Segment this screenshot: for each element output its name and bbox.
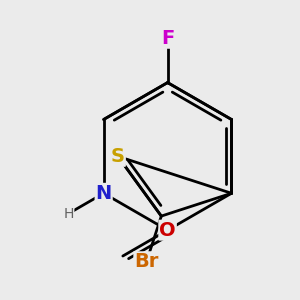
Text: S: S: [111, 147, 125, 166]
Text: F: F: [161, 29, 174, 48]
Text: Br: Br: [134, 252, 159, 271]
Text: N: N: [95, 184, 112, 203]
Text: H: H: [63, 207, 74, 220]
Text: O: O: [159, 221, 176, 240]
